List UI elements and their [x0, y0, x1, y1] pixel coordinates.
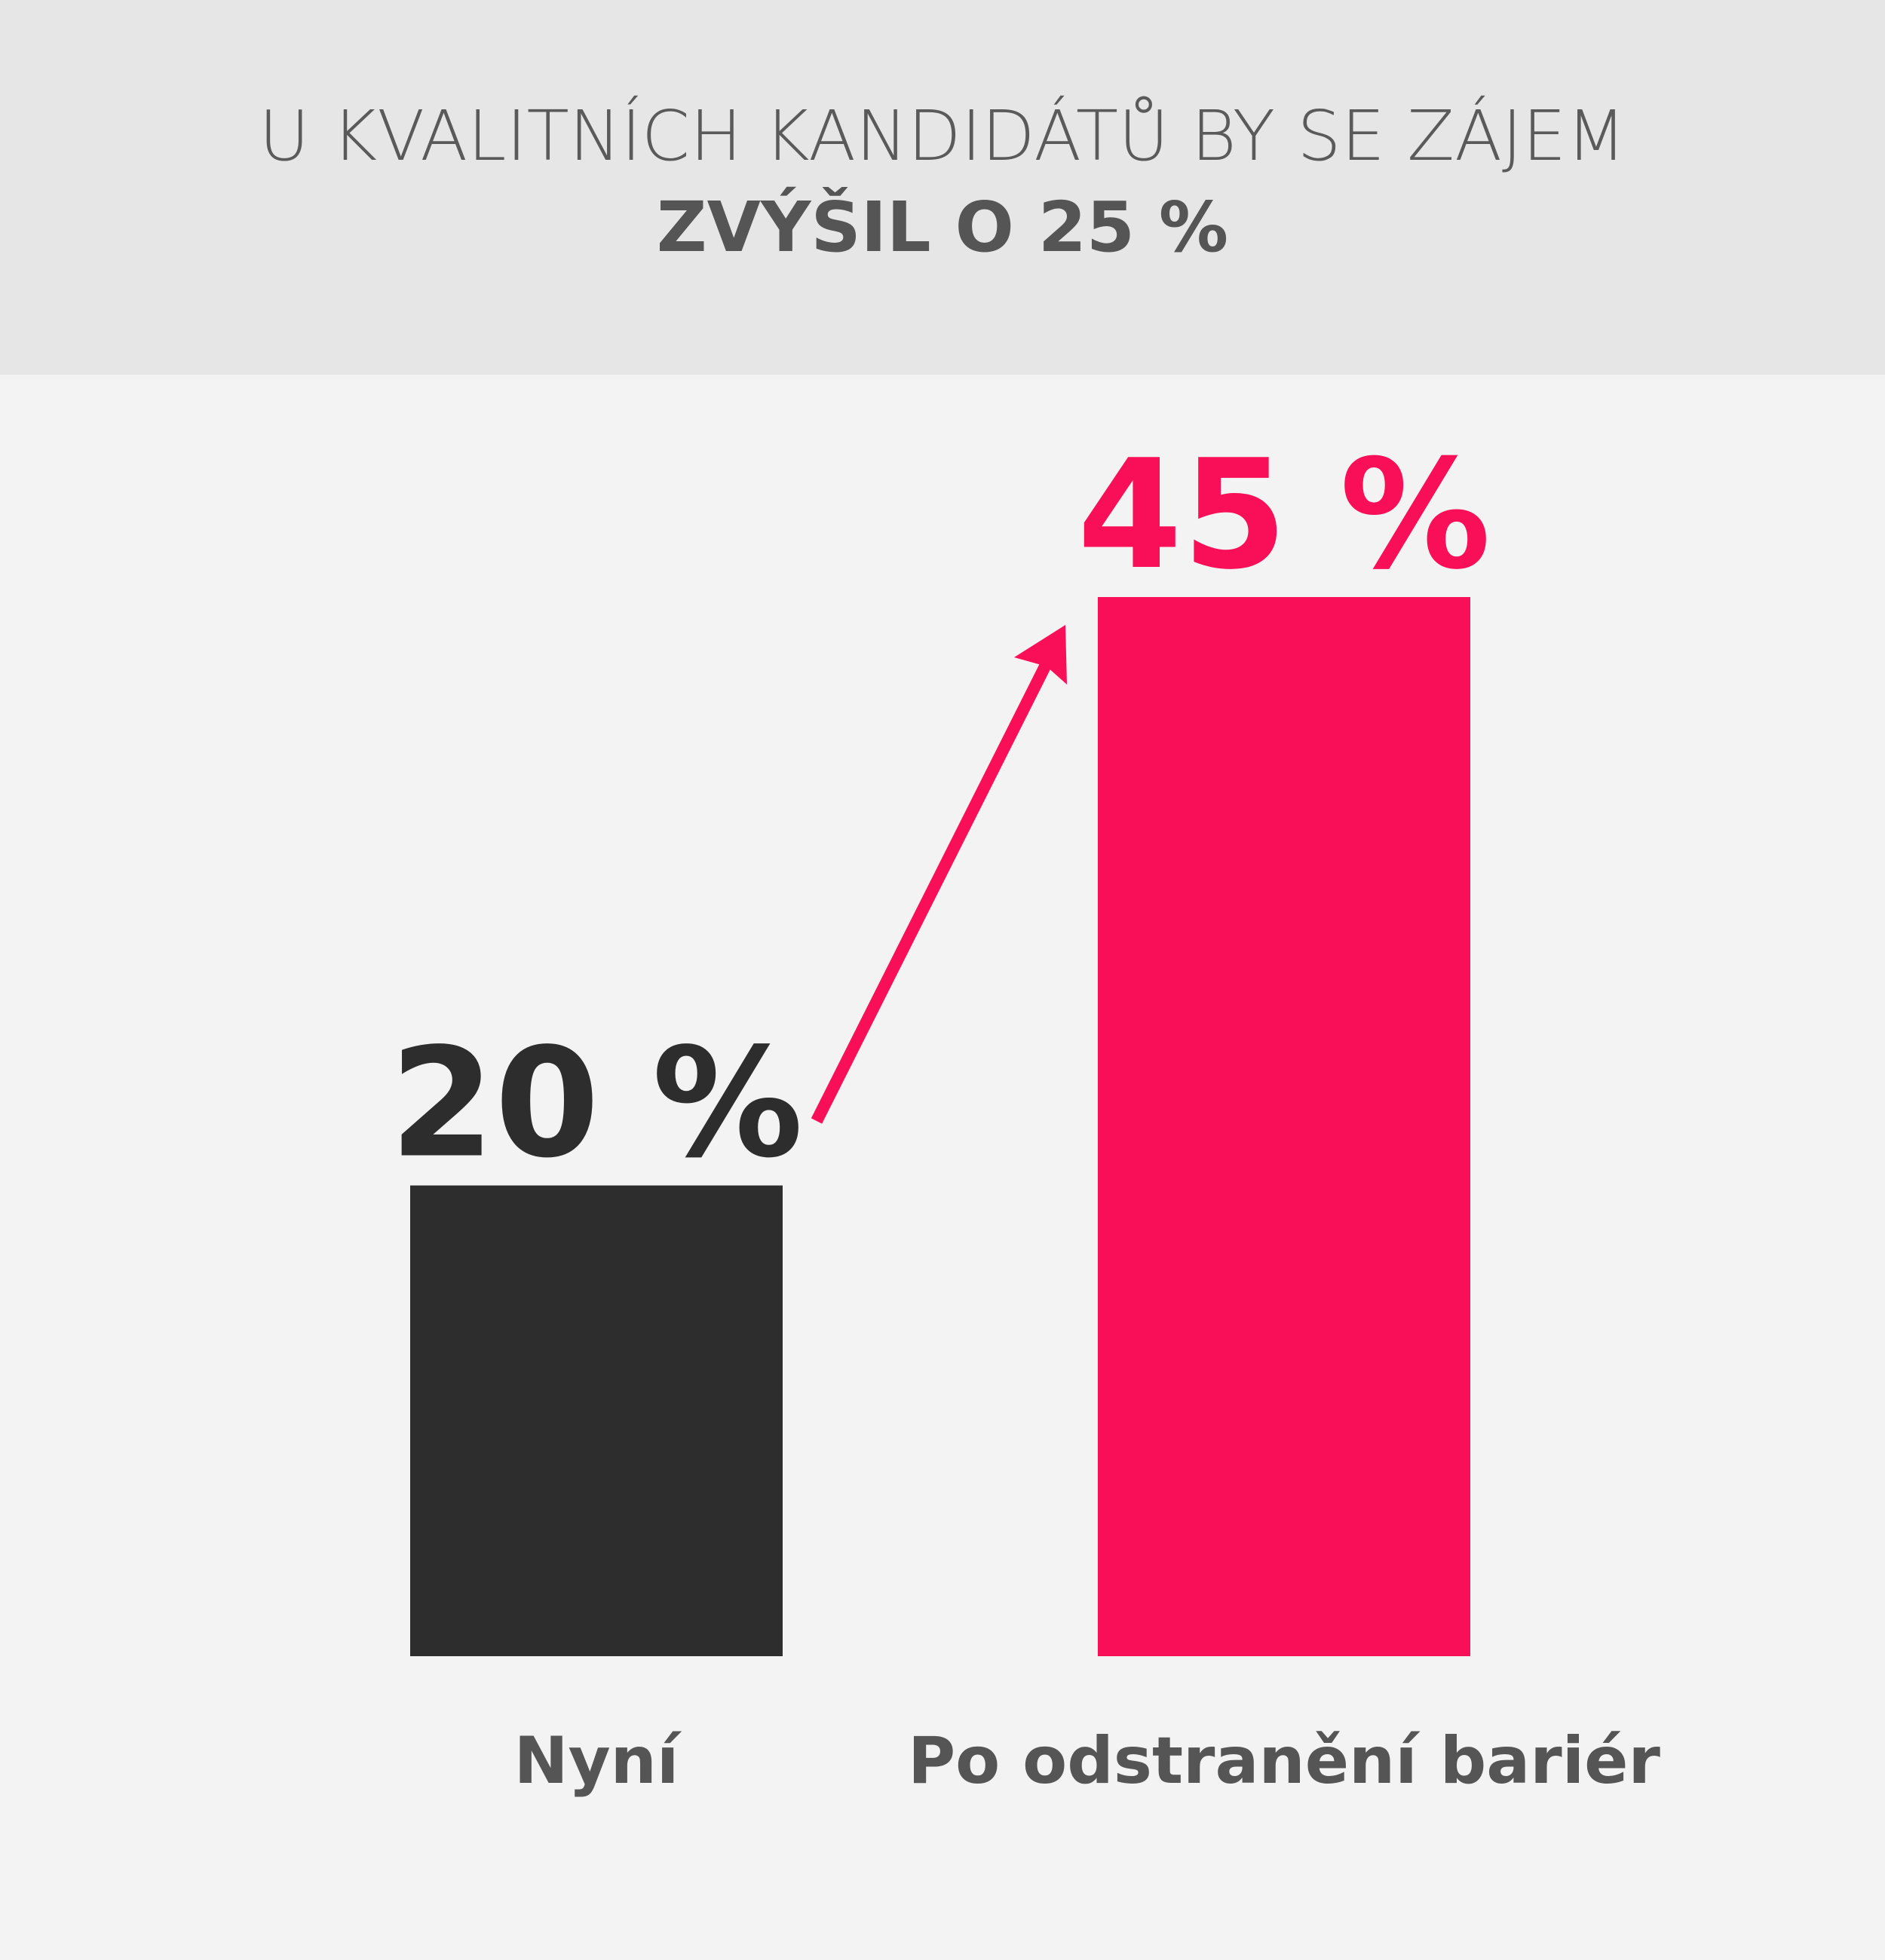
value-label: 45 % — [1077, 427, 1491, 603]
chart-title: U KVALITNÍCH KANDIDÁTŮ BY SE ZÁJEM — [259, 95, 1626, 176]
arrow-head — [1014, 625, 1067, 684]
bar — [410, 1185, 783, 1656]
chart-subtitle: ZVÝŠIL O 25 % — [657, 185, 1228, 268]
x-tick-label: Po odstranění bariér — [908, 1723, 1660, 1799]
value-label: 20 % — [390, 1016, 803, 1192]
bar — [1098, 597, 1470, 1656]
arrow-shaft — [811, 657, 1054, 1124]
arrow — [811, 625, 1067, 1124]
header — [0, 0, 1885, 375]
x-tick-label: Nyní — [514, 1723, 682, 1799]
